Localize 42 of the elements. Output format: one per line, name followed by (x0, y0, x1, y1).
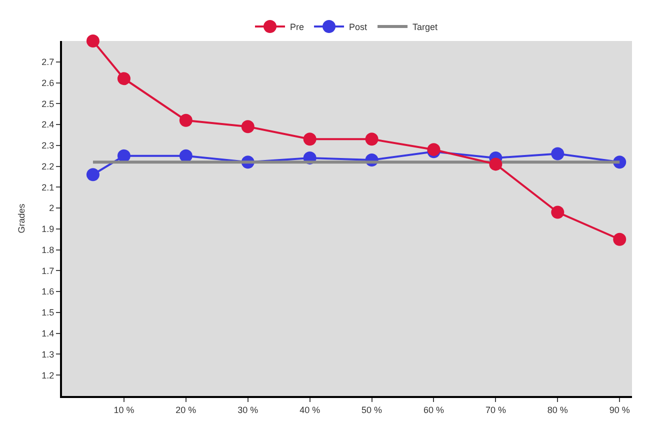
point (551, 206, 564, 219)
point (117, 149, 130, 162)
point (86, 34, 100, 48)
y-tick-label: 1.8 (42, 244, 54, 255)
legend-label: Post (349, 22, 368, 32)
point (489, 158, 502, 171)
x-tick-label: 80 % (547, 404, 568, 415)
y-tick-label: 1.7 (42, 266, 54, 276)
y-tick-label: 1.2 (42, 370, 54, 380)
x-tick-label: 90 % (609, 404, 630, 415)
y-tick-label: 1.6 (42, 286, 54, 297)
y-tick-label: 2.2 (42, 161, 54, 172)
x-tick-label: 70 % (485, 404, 506, 415)
y-tick-label: 1.3 (42, 349, 54, 360)
x-tick-label: 30 % (238, 404, 258, 415)
point (179, 114, 192, 127)
legend-label: Pre (290, 22, 304, 32)
legend-label: Target (412, 22, 438, 32)
x-tick-label: 40 % (300, 404, 320, 415)
y-tick-label: 2.3 (42, 140, 54, 151)
y-tick-label: 2.6 (42, 78, 54, 88)
point (241, 120, 254, 134)
x-tick-label: 50 % (362, 404, 382, 415)
y-tick-label: 1.9 (42, 224, 54, 234)
y-tick-label: 2 (49, 203, 54, 214)
point (86, 168, 100, 182)
point (365, 132, 378, 146)
y-tick-label: 2.7 (42, 57, 54, 68)
x-tick-label: 10 % (114, 404, 134, 415)
point (179, 149, 192, 162)
x-tick-label: 20 % (176, 404, 196, 415)
y-axis-title: Grades (16, 203, 27, 234)
y-tick-label: 2.5 (42, 98, 54, 109)
y-tick-label: 1.4 (42, 328, 54, 338)
point (613, 232, 626, 246)
point (303, 132, 316, 146)
y-tick-label: 1.5 (42, 308, 54, 318)
point (551, 147, 564, 160)
y-tick-label: 2.4 (42, 120, 54, 130)
y-tick-label: 2.1 (42, 182, 54, 192)
point (117, 72, 130, 86)
x-tick-label: 60 % (423, 404, 444, 415)
